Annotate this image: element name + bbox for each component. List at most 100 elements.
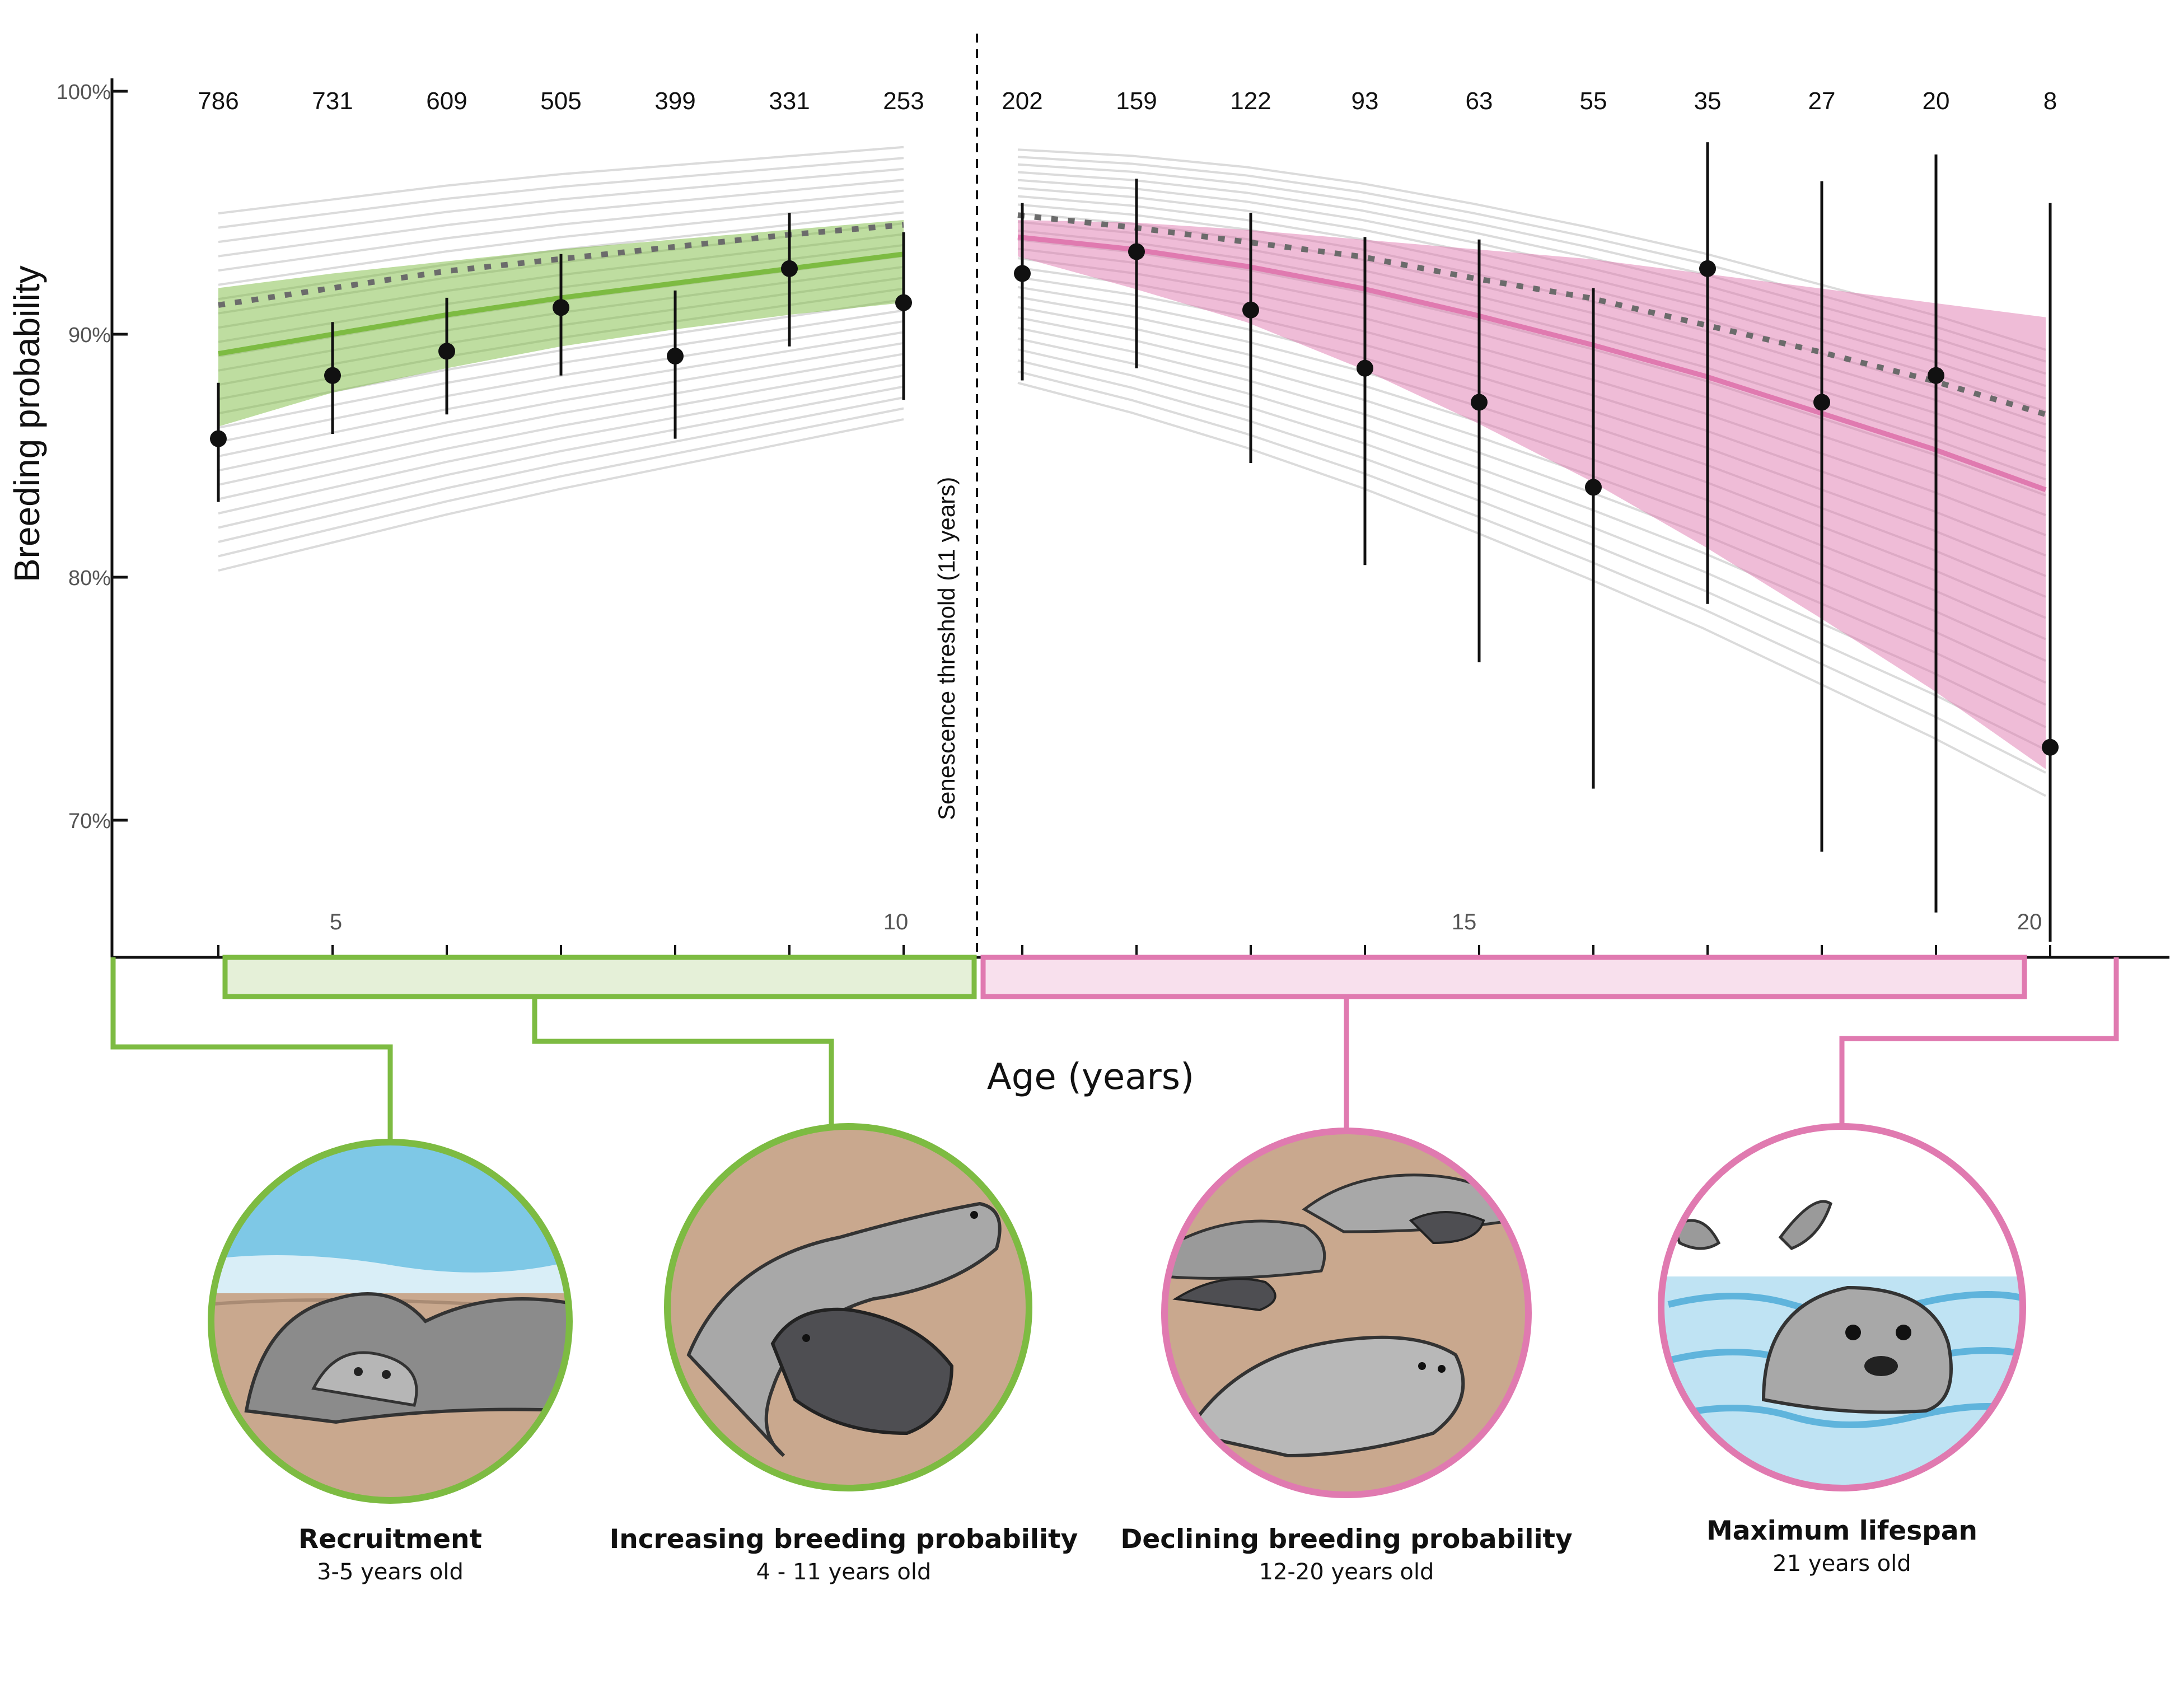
y-tick-label: 70% [68,810,111,833]
observed-point [781,213,798,347]
sample-size-labels: 786 731 609 505 399 331 253 202 159 122 93 63 55 35 27… [198,87,2057,115]
point-marker [553,299,569,316]
sample-size-label: 159 [1116,87,1157,115]
trajectory-line [218,363,904,501]
trajectory-line [218,157,904,229]
point-marker [438,343,455,360]
observed-point [1928,154,1944,913]
observed-point [1242,213,1259,464]
point-marker [1585,479,1602,496]
y-tick-label: 100% [57,81,111,104]
observed-point [895,232,912,400]
y-tick-label: 90% [68,324,111,347]
y-axis-title: Breeding probability [7,265,47,582]
y-tick-label: 80% [68,567,111,590]
trajectory-line [1017,359,2046,751]
trajectory-line [218,407,904,558]
observed-point [553,254,569,376]
observed-point [1128,179,1145,368]
trajectory-line [218,396,904,543]
bracket-pink-range [980,955,2027,999]
observed-point [210,382,227,502]
stage-title: Declining breeding probability [1120,1524,1573,1555]
trajectory-line [218,189,904,272]
sample-size-label: 331 [769,87,810,115]
mean-curve [1017,234,2047,493]
sample-size-label: 202 [1002,87,1042,115]
connector-recruitment [110,957,393,1142]
observed-point [2042,203,2059,942]
x-axis-title: Age (years) [987,1056,1194,1098]
older-seals-on-beach-icon [1161,1128,1532,1498]
point-marker [1014,265,1031,282]
observed-point [1357,237,1373,565]
trajectory-line [1017,370,2046,774]
sample-size-label: 786 [198,87,238,115]
confidence-band [1018,220,2046,769]
x-tick-label: 20 [2017,910,2042,934]
sample-size-label: 63 [1466,87,1493,115]
point-marker [2042,738,2059,756]
x-tick-label: 5 [330,910,342,934]
observed-point [1471,239,1488,662]
trajectory-line [218,385,904,529]
observed-point [324,322,341,434]
point-marker [667,348,684,365]
trajectory-line [218,418,904,572]
sample-size-label: 20 [1923,87,1950,115]
point-marker [781,260,798,277]
point-marker [1242,301,1259,319]
trajectory-line [218,375,904,515]
trajectory-line [218,167,904,244]
sample-size-label: 93 [1351,87,1379,115]
trajectory-line [218,353,904,486]
observed-point [1699,142,1716,604]
sample-size-label: 253 [883,87,924,115]
observed-point [1014,203,1031,381]
threshold-label: Senescence threshold (11 years) [933,477,960,820]
sample-size-label: 55 [1580,87,1607,115]
observed-point [1585,288,1602,789]
point-marker [1928,367,1944,384]
point-marker [895,294,912,311]
dotted-curve [1017,212,2047,417]
stage-caption-declining: Declining breeding probability 12-20 yea… [1095,1523,1598,1588]
stage-subtitle: 21 years old [1773,1551,1911,1577]
point-marker [210,430,227,447]
seal-in-water-icon [1658,1123,2026,1491]
sample-size-label: 122 [1230,87,1271,115]
point-marker [1813,394,1830,411]
sample-size-label: 731 [312,87,353,115]
stage-title: Maximum lifespan [1706,1516,1978,1546]
connector-lifespan [1839,957,2119,1126]
observed-point [1813,181,1830,852]
point-marker [1128,243,1145,260]
sample-size-label: 35 [1694,87,1722,115]
age-brackets [110,955,2119,1142]
sample-size-label: 399 [654,87,695,115]
bracket-green-range [222,955,977,999]
observed-point [438,297,455,415]
stage-title: Recruitment [298,1524,482,1555]
point-marker [1357,359,1373,377]
trajectory-line [218,146,904,215]
stage-subtitle: 12-20 years old [1259,1559,1434,1585]
observed-point [667,290,684,439]
mother-nursing-pup-icon [664,1123,1032,1491]
trajectory-line [218,179,904,258]
senescence-threshold: Senescence threshold (11 years) [933,34,978,955]
x-tick-label: 15 [1452,910,1477,934]
stage-caption-recruitment: Recruitment 3-5 years old [138,1523,642,1588]
stage-caption-lifespan: Maximum lifespan 21 years old [1590,1514,2094,1579]
sample-size-label: 27 [1808,87,1836,115]
stage-subtitle: 3-5 years old [317,1559,464,1585]
stage-title: Increasing breeding probability [609,1524,1078,1555]
stage-caption-increasing: Increasing breeding probability 4 - 11 y… [592,1523,1096,1588]
point-marker [324,367,341,384]
sample-size-label: 609 [426,87,467,115]
connector-increasing [532,997,834,1125]
point-marker [1699,260,1716,277]
sample-size-label: 8 [2043,87,2057,115]
x-tick-label: 10 [883,910,909,934]
